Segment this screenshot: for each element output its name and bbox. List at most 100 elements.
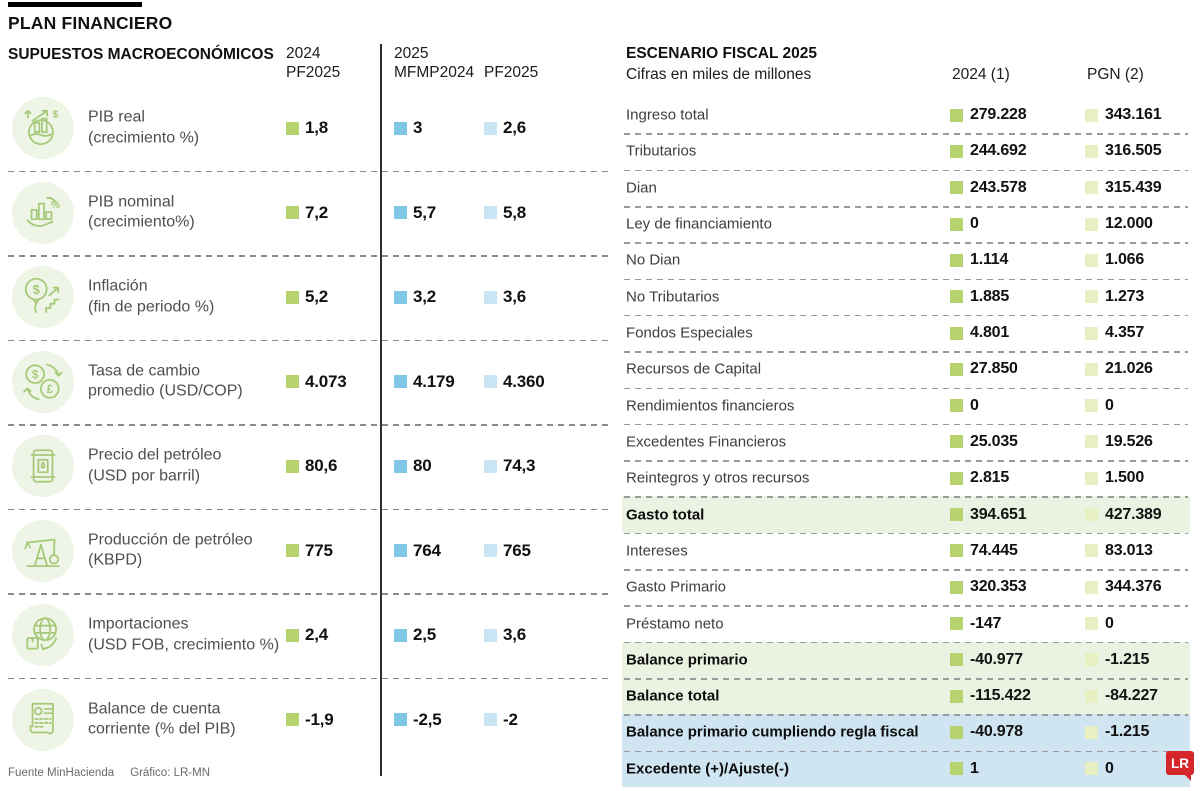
globe-growth-icon: $ (12, 97, 74, 160)
fiscal-value-2024: 0 (950, 215, 979, 233)
fiscal-value-pgn: 315.439 (1085, 179, 1162, 197)
fiscal-row: Préstamo neto -147 0 (622, 605, 1190, 641)
blue-swatch (394, 290, 407, 304)
fiscal-value-pgn: -1.215 (1085, 723, 1149, 741)
palegreen-swatch (1085, 544, 1098, 558)
macro-row-label: Inflación (fin de periodo %) (88, 277, 288, 318)
svg-text:$: $ (33, 282, 41, 297)
macro-value-2025-pf2025: 5,8 (484, 203, 526, 223)
macro-row: Balance de cuenta corriente (% del PIB) … (8, 677, 608, 763)
fiscal-value-pgn: 1.273 (1085, 288, 1144, 306)
fiscal-row-label: Gasto total (626, 506, 705, 524)
macro-value-2024-pf2025: 1,8 (286, 118, 328, 138)
fiscal-value-2024: 74.445 (950, 542, 1018, 560)
macro-value-2025-mfmp2024: 764 (394, 541, 441, 561)
blue-swatch (394, 121, 407, 135)
fiscal-value-pgn: 0 (1085, 760, 1114, 778)
lr-logo: LR (1166, 751, 1194, 781)
green-swatch (286, 206, 299, 220)
green-swatch (286, 121, 299, 135)
macro-col2-year: 2025 (394, 45, 429, 62)
fiscal-row: Gasto total 394.651 427.389 (622, 496, 1190, 533)
fiscal-row-label: Rendimientos financieros (626, 397, 795, 415)
green-swatch (950, 290, 963, 304)
palegreen-swatch (1085, 290, 1098, 304)
macro-rows: $ PIB real (crecimiento %) 1,8 3 2,6 % P… (8, 86, 608, 763)
macro-row-label: Tasa de cambio promedio (USD/COP) (88, 361, 288, 402)
imports-globe-icon (12, 604, 74, 667)
macro-value-2025-pf2025: 3,6 (484, 287, 526, 307)
palegreen-swatch (1085, 108, 1098, 122)
fiscal-row: Excedentes Financieros 25.035 19.526 (622, 423, 1190, 460)
green-swatch (950, 144, 963, 158)
fiscal-value-pgn: 427.389 (1085, 506, 1162, 524)
fiscal-value-2024: -115.422 (950, 687, 1031, 705)
fiscal-col-header-pgn: PGN (2) (1087, 66, 1144, 83)
fiscal-row: No Tributarios 1.885 1.273 (622, 278, 1190, 315)
palegreen-swatch (1085, 217, 1098, 231)
footer: Fuente MinHacienda Gráfico: LR-MN (8, 767, 210, 779)
fiscal-row-label: Ingreso total (626, 106, 709, 124)
fiscal-value-2024: 0 (950, 397, 979, 415)
palegreen-swatch (1085, 725, 1098, 739)
green-swatch (950, 326, 963, 340)
fiscal-rows: Ingreso total 279.228 343.161 Tributario… (622, 97, 1190, 787)
fiscal-row-label: Ley de financiamiento (626, 215, 772, 233)
palegreen-swatch (1085, 653, 1098, 667)
macro-value-2025-mfmp2024: 80 (394, 456, 432, 476)
macro-value-2024-pf2025: 7,2 (286, 203, 328, 223)
macro-value-2025-pf2025: 2,6 (484, 118, 526, 138)
fiscal-value-pgn: 21.026 (1085, 360, 1153, 378)
lightblue-swatch (484, 290, 497, 304)
macro-row-label-line2: (crecimiento%) (88, 213, 195, 231)
macro-row-label-line2: (fin de periodo %) (88, 298, 215, 316)
fiscal-row: No Dian 1.114 1.066 (622, 242, 1190, 278)
oil-pump-icon (12, 519, 74, 582)
fiscal-row: Recursos de Capital 27.850 21.026 (622, 351, 1190, 387)
macro-value-2025-pf2025: 74,3 (484, 456, 535, 476)
macro-row-label-line1: Precio del petróleo (88, 446, 222, 464)
macro-col2-scenario: MFMP2024 (394, 64, 475, 82)
macro-row-label-line2: (KBPD) (88, 551, 143, 569)
macro-row-label: PIB nominal (crecimiento%) (88, 192, 288, 233)
svg-text:%: % (51, 200, 60, 211)
green-swatch (286, 459, 299, 473)
footer-source: Fuente MinHacienda (8, 767, 115, 779)
green-swatch (950, 362, 963, 376)
palegreen-swatch (1085, 508, 1098, 522)
macro-row-label-line1: Tasa de cambio (88, 362, 201, 380)
fiscal-row: Ingreso total 279.228 343.161 (622, 97, 1190, 133)
fiscal-value-pgn: 12.000 (1085, 215, 1153, 233)
fiscal-row: Intereses 74.445 83.013 (622, 532, 1190, 569)
green-swatch (950, 508, 963, 522)
green-swatch (950, 217, 963, 231)
macro-value-2025-pf2025: 765 (484, 541, 531, 561)
fiscal-row: Reintegros y otros recursos 2.815 1.500 (622, 460, 1190, 496)
lightblue-swatch (484, 121, 497, 135)
palegreen-swatch (1085, 689, 1098, 703)
green-swatch (950, 253, 963, 267)
green-swatch (950, 725, 963, 739)
macro-row: % PIB nominal (crecimiento%) 7,2 5,7 5,8 (8, 170, 608, 256)
green-swatch (950, 181, 963, 195)
macro-row-label-line1: Balance de cuenta (88, 700, 221, 718)
macro-value-2024-pf2025: -1,9 (286, 710, 334, 730)
macro-value-2025-mfmp2024: 3 (394, 118, 422, 138)
lightblue-swatch (484, 628, 497, 642)
palegreen-swatch (1085, 617, 1098, 631)
lightblue-swatch (484, 375, 497, 389)
macro-col-header-pf2025: PF2025 (484, 63, 538, 82)
fiscal-row-label: Dian (626, 179, 657, 197)
fiscal-value-pgn: 4.357 (1085, 324, 1144, 342)
fiscal-row: Excedente (+)/Ajuste(-) 1 0 (622, 750, 1190, 787)
macro-col-header-2025-mfmp: 2025 MFMP2024 (394, 44, 474, 82)
macro-value-2025-mfmp2024: 5,7 (394, 203, 436, 223)
fiscal-value-pgn: 83.013 (1085, 542, 1153, 560)
blue-swatch (394, 375, 407, 389)
fiscal-value-2024: -147 (950, 615, 1001, 633)
green-swatch (950, 108, 963, 122)
macro-row: Importaciones (USD FOB, crecimiento %) 2… (8, 593, 608, 678)
green-swatch (950, 399, 963, 413)
lightblue-swatch (484, 206, 497, 220)
fiscal-value-2024: 1.885 (950, 288, 1009, 306)
